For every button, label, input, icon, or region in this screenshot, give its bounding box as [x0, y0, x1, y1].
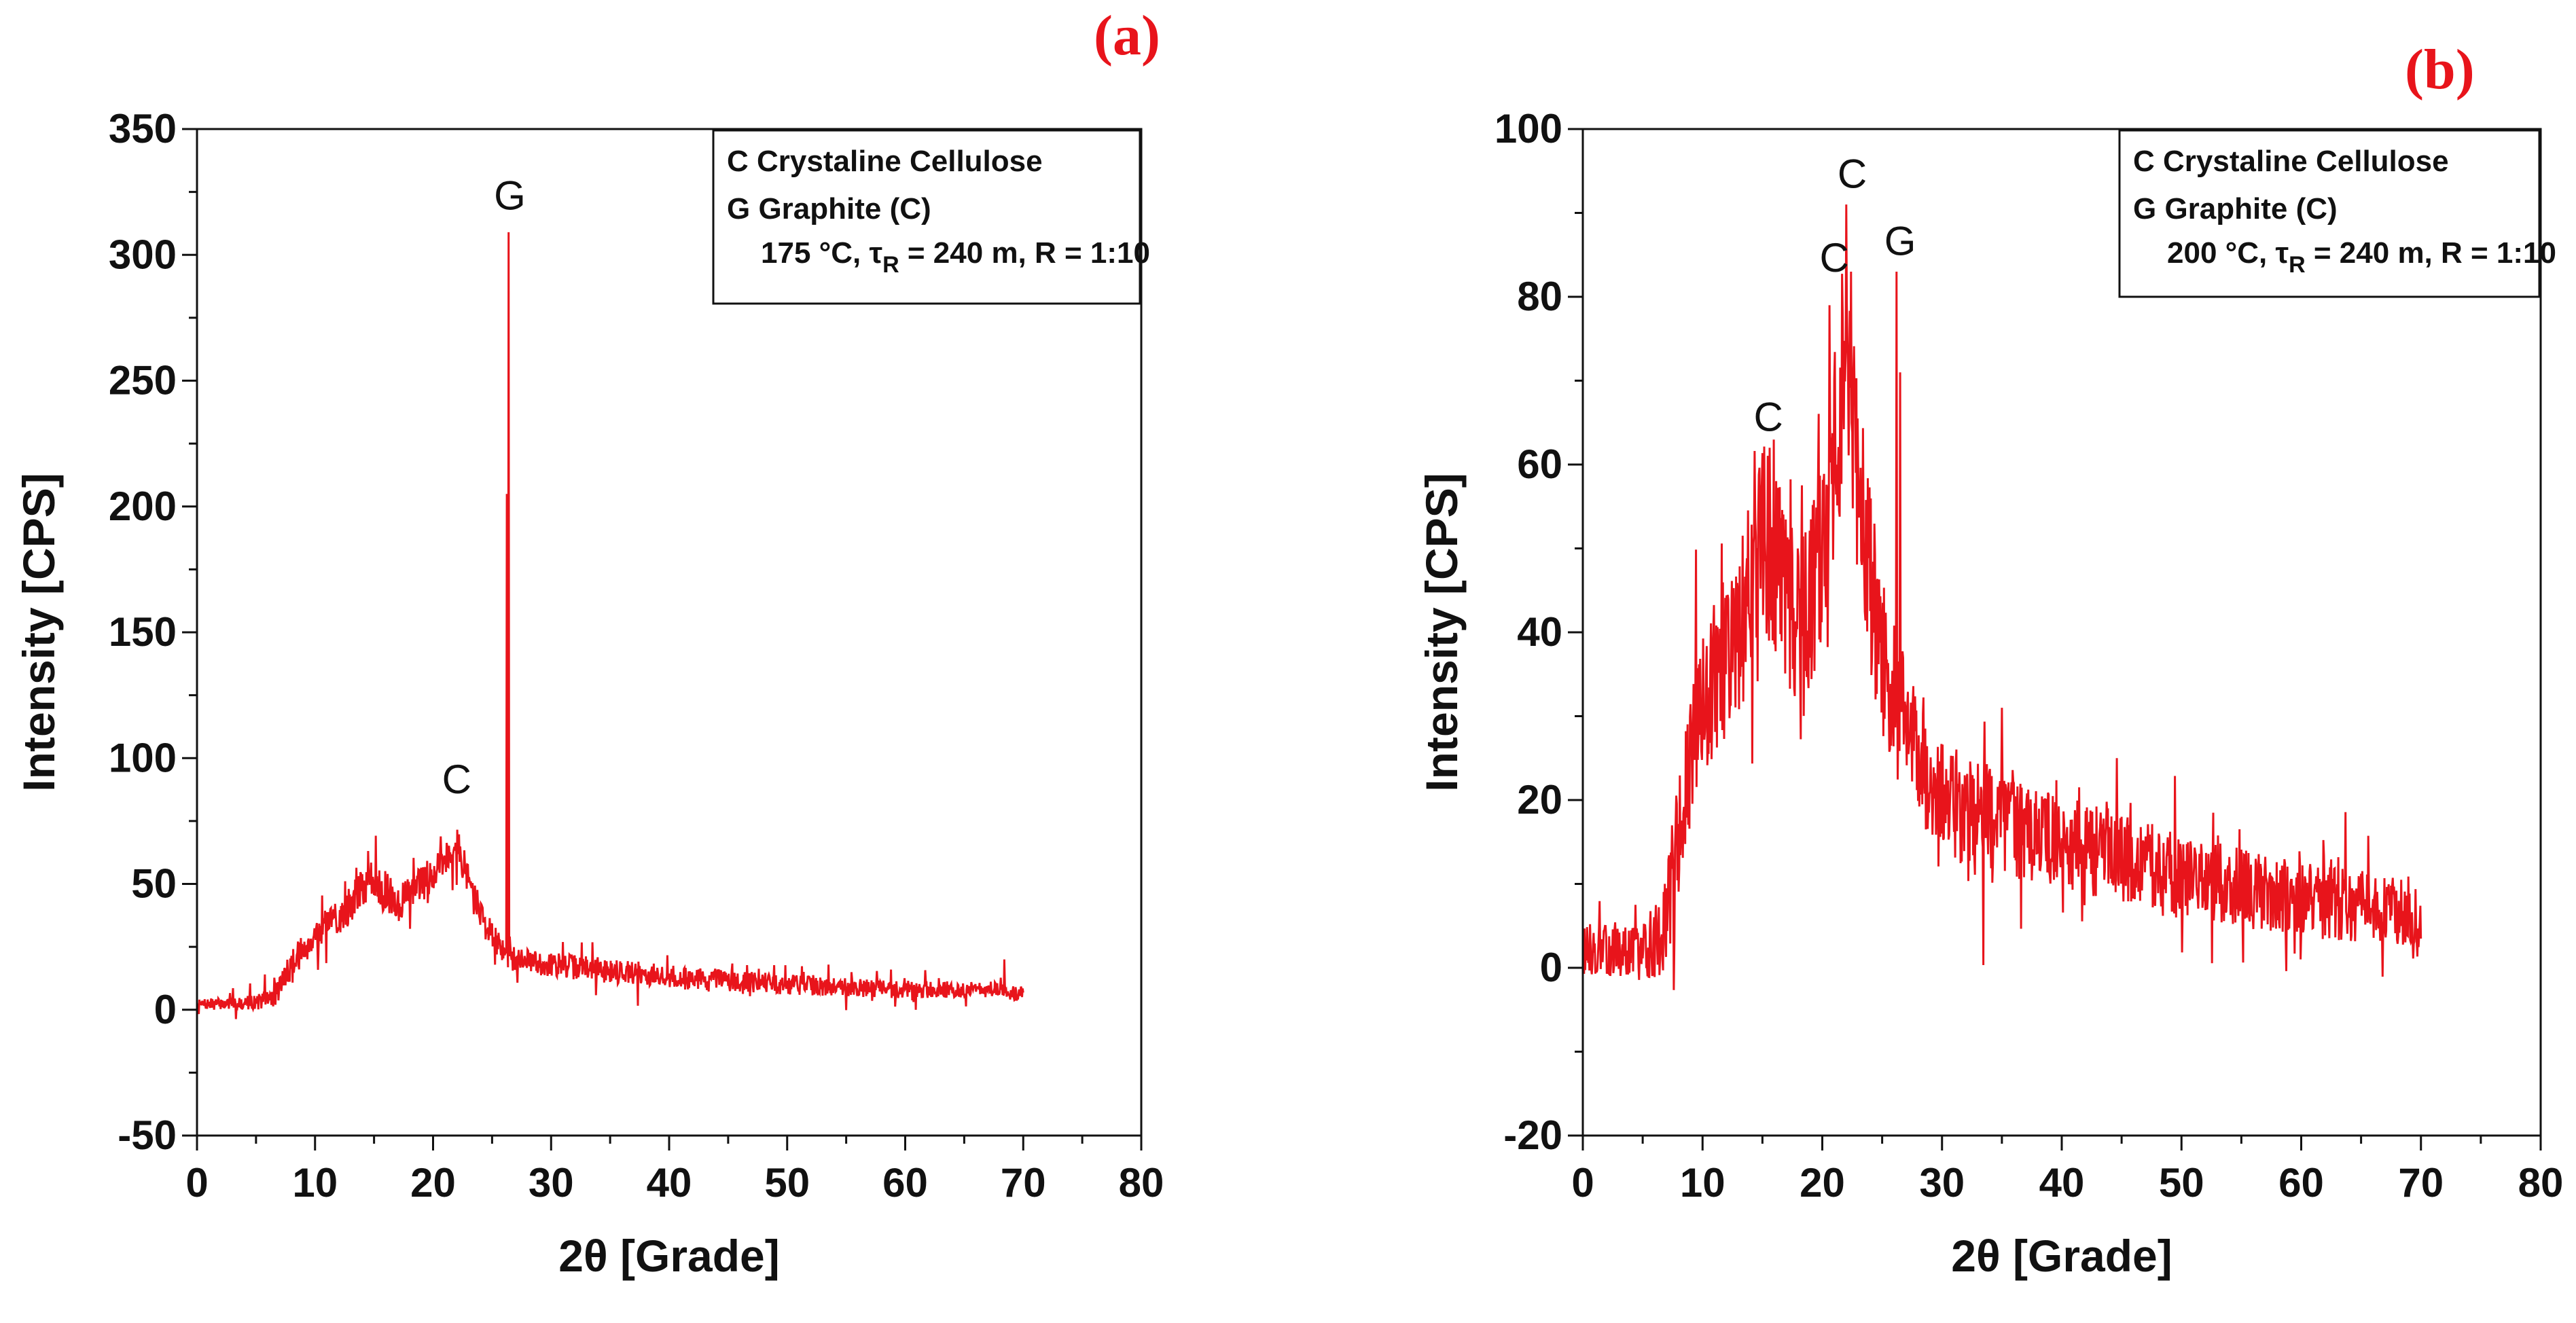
- y-tick-label: 300: [109, 232, 177, 277]
- x-tick-label: 50: [764, 1160, 810, 1206]
- x-tick-label: 70: [1001, 1160, 1046, 1206]
- y-tick-label: 100: [109, 735, 177, 780]
- legend-condition: 175 °C, τR = 240 m, R = 1:10: [761, 236, 1150, 278]
- y-tick-label: 50: [131, 861, 177, 907]
- x-tick-label: 30: [1919, 1160, 1965, 1206]
- x-tick-label: 40: [647, 1160, 692, 1206]
- x-tick-label: 0: [185, 1160, 208, 1206]
- peak-annotation: C: [1838, 151, 1867, 196]
- x-tick-label: 10: [1680, 1160, 1725, 1206]
- x-tick-label: 30: [529, 1160, 574, 1206]
- data-series-line-1: [1583, 204, 2422, 990]
- peak-annotation: C: [442, 757, 471, 802]
- y-tick-label: 250: [109, 358, 177, 403]
- panel-label: (b): [2405, 38, 2475, 101]
- legend: C Crystaline Cellulose G Graphite (C) 175 …: [712, 129, 1150, 305]
- legend-condition-temp: 200 °C, τ: [2167, 236, 2289, 270]
- y-tick-label: -50: [118, 1112, 177, 1158]
- peak-annotation: G: [1884, 218, 1916, 264]
- y-tick-label: 0: [1540, 945, 1562, 990]
- y-tick-label: 100: [1495, 106, 1562, 151]
- x-tick-label: 20: [1800, 1160, 1845, 1206]
- panel-label: (a): [1094, 4, 1160, 67]
- legend-entry: C Crystaline Cellulose: [727, 145, 1043, 178]
- y-tick-label: 60: [1517, 441, 1562, 487]
- legend: C Crystaline Cellulose G Graphite (C) 200 …: [2118, 129, 2556, 298]
- legend-condition-rest: = 240 m, R = 1:10: [899, 236, 1150, 270]
- x-tick-label: 50: [2159, 1160, 2204, 1206]
- y-tick-label: 200: [109, 484, 177, 529]
- peak-annotation: C: [1819, 235, 1848, 280]
- y-tick-label: 80: [1517, 274, 1562, 319]
- legend-condition-rest: = 240 m, R = 1:10: [2306, 236, 2556, 270]
- x-tick-label: 80: [1119, 1160, 1164, 1206]
- x-tick-label: 70: [2398, 1160, 2444, 1206]
- chart-a: (a)0 10 20 30 40 50 60 70 80-5005010015020025030…: [14, 4, 1164, 1281]
- y-axis-title: Intensity [CPS]: [14, 473, 64, 791]
- x-tick-label: 60: [2278, 1160, 2324, 1206]
- legend-condition: 200 °C, τR = 240 m, R = 1:10: [2167, 236, 2556, 278]
- x-tick-label: 80: [2518, 1160, 2564, 1206]
- y-tick-label: 40: [1517, 609, 1562, 655]
- x-tick-label: 40: [2039, 1160, 2085, 1206]
- legend-box: [2118, 129, 2541, 298]
- y-tick-label: 0: [154, 987, 177, 1032]
- peak-annotation: G: [494, 173, 526, 219]
- peak-annotation: C: [1754, 395, 1783, 440]
- y-tick-label: -20: [1503, 1112, 1562, 1158]
- y-tick-label: 150: [109, 609, 177, 655]
- legend-entry: C Crystaline Cellulose: [2133, 145, 2449, 178]
- x-tick-label: 20: [410, 1160, 456, 1206]
- y-axis-title: Intensity [CPS]: [1416, 473, 1467, 791]
- x-axis-title: 2θ [Grade]: [1951, 1231, 2172, 1281]
- legend-entry: G Graphite (C): [727, 192, 931, 225]
- x-tick-label: 0: [1571, 1160, 1594, 1206]
- x-tick-label: 60: [882, 1160, 928, 1206]
- legend-condition-temp: 175 °C, τ: [761, 236, 882, 270]
- legend-entry: G Graphite (C): [2133, 192, 2338, 225]
- y-tick-label: 350: [109, 106, 177, 151]
- legend-condition-subscript: R: [882, 252, 899, 278]
- y-tick-label: 20: [1517, 777, 1562, 822]
- x-axis-title: 2θ [Grade]: [558, 1231, 779, 1281]
- legend-condition-subscript: R: [2289, 252, 2306, 278]
- data-series-line-1: [197, 232, 1024, 1019]
- x-tick-label: 10: [292, 1160, 338, 1206]
- legend-box: [712, 129, 1141, 305]
